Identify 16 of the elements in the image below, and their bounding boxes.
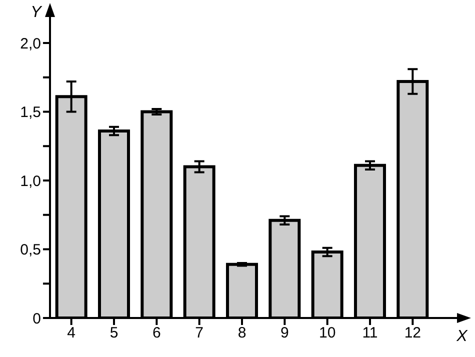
x-tick-label: 4 bbox=[67, 324, 76, 342]
y-tick-label: 1,5 bbox=[20, 104, 41, 122]
x-tick-label: 10 bbox=[318, 324, 336, 342]
x-tick-label: 5 bbox=[110, 324, 118, 342]
x-tick-label: 6 bbox=[152, 324, 161, 342]
x-tick-label: 11 bbox=[362, 324, 378, 342]
x-axis-title: X bbox=[456, 328, 469, 345]
x-tick-label: 8 bbox=[238, 324, 246, 342]
y-tick-label: 0 bbox=[32, 310, 41, 328]
y-tick-label: 1,0 bbox=[20, 172, 41, 190]
y-tick-label: 0,5 bbox=[20, 242, 41, 259]
y-tick-label: 2,0 bbox=[20, 35, 41, 52]
y-axis-title: Y bbox=[30, 4, 43, 21]
x-tick-label: 9 bbox=[280, 324, 289, 342]
x-tick-label: 12 bbox=[404, 324, 422, 342]
x-tick-label: 7 bbox=[195, 324, 204, 342]
